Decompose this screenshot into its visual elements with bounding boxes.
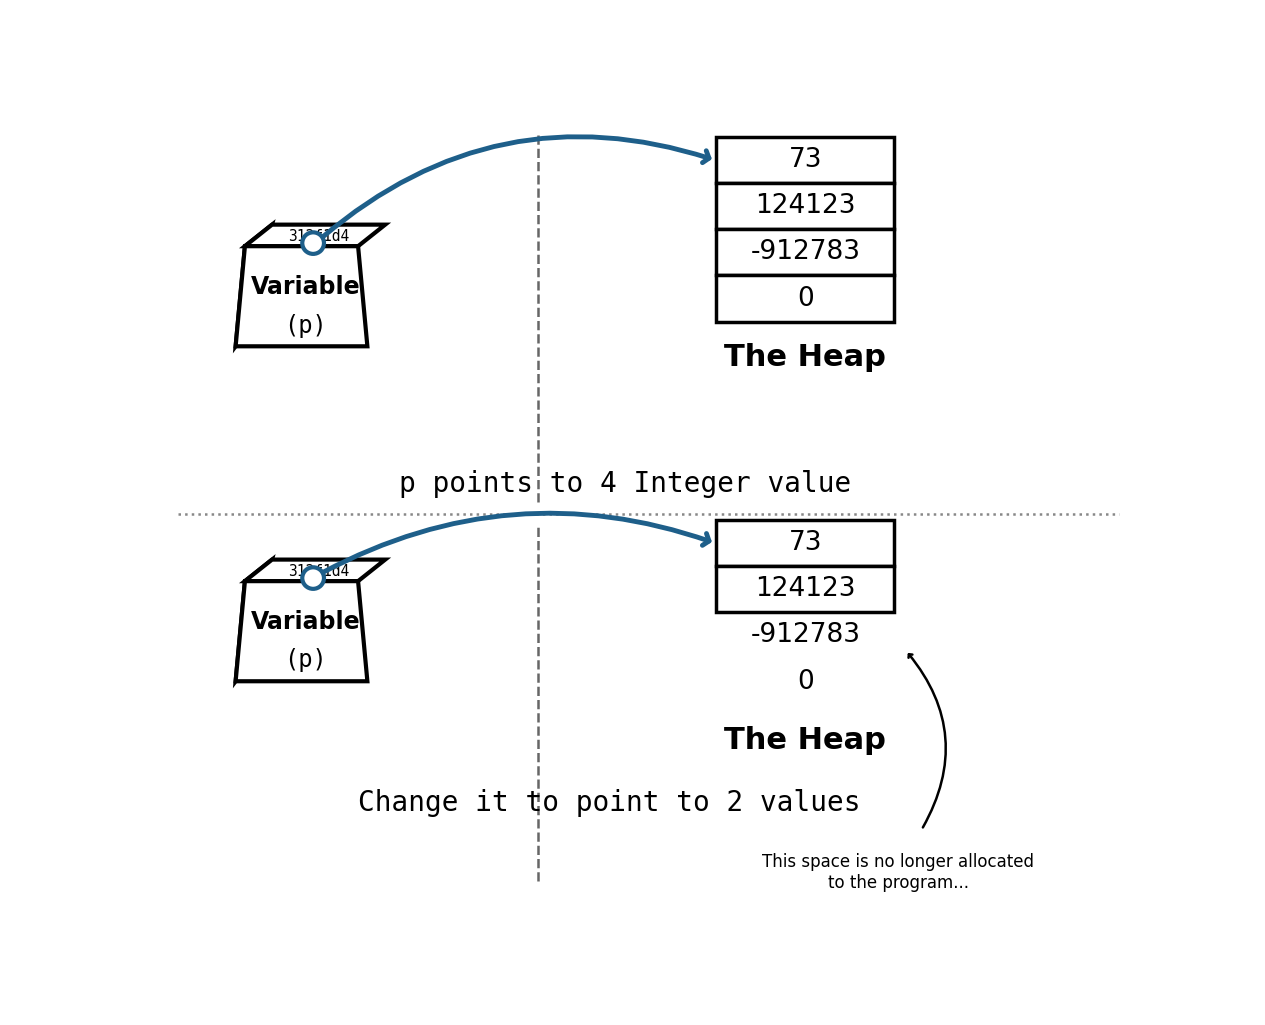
Text: Variable: Variable: [250, 275, 361, 299]
Polygon shape: [245, 224, 386, 246]
Text: 312f1d4: 312f1d4: [288, 564, 349, 579]
Text: Change it to point to 2 values: Change it to point to 2 values: [358, 789, 860, 817]
Text: 73: 73: [788, 147, 822, 173]
Bar: [716, 230, 894, 276]
Text: -912783: -912783: [750, 240, 860, 265]
Polygon shape: [235, 246, 367, 346]
Polygon shape: [245, 560, 386, 581]
Bar: [716, 276, 894, 322]
Bar: [716, 183, 894, 230]
Bar: [716, 520, 894, 566]
Text: 124123: 124123: [755, 193, 855, 219]
Text: 73: 73: [788, 530, 822, 556]
Text: The Heap: The Heap: [725, 726, 887, 755]
Text: (p): (p): [285, 649, 326, 672]
Text: (p): (p): [285, 314, 326, 337]
Text: 0: 0: [797, 668, 813, 695]
Text: This space is no longer allocated
to the program...: This space is no longer allocated to the…: [763, 853, 1035, 892]
Text: The Heap: The Heap: [725, 343, 887, 372]
Polygon shape: [235, 560, 272, 682]
Text: 124123: 124123: [755, 576, 855, 602]
Text: 0: 0: [797, 286, 813, 312]
Circle shape: [302, 233, 324, 254]
Bar: [716, 137, 894, 183]
Text: 312f1d4: 312f1d4: [288, 229, 349, 244]
Text: p points to 4 Integer value: p points to 4 Integer value: [398, 470, 851, 498]
Polygon shape: [235, 581, 367, 682]
Text: Variable: Variable: [250, 610, 361, 633]
Bar: [716, 566, 894, 612]
Polygon shape: [235, 224, 272, 346]
Circle shape: [302, 567, 324, 588]
Text: -912783: -912783: [750, 622, 860, 649]
